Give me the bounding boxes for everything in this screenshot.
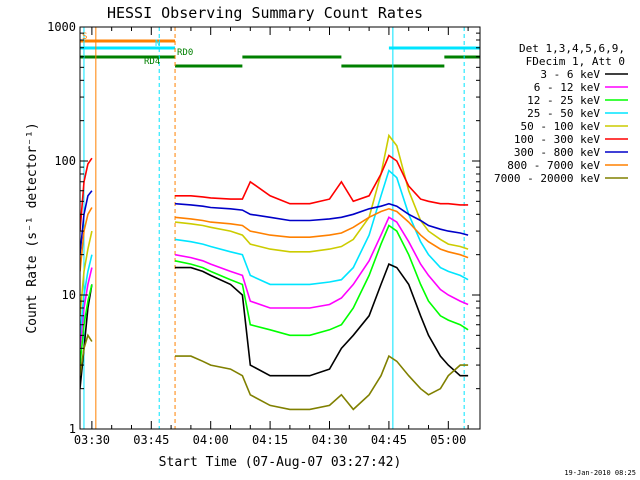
y-axis: 1 10 100 1000 <box>47 20 480 436</box>
series-line-7 <box>80 207 93 272</box>
series-line-4 <box>80 230 93 316</box>
flag-label-rd4: RD4 <box>144 57 160 67</box>
series-line-5 <box>175 154 469 206</box>
plot-area <box>80 27 480 429</box>
series-line-6 <box>80 190 93 255</box>
series-line-2 <box>174 224 469 337</box>
x-axis-label: Start Time (07-Aug-07 03:27:42) <box>159 455 402 470</box>
y-tick-label: 1000 <box>47 20 76 34</box>
legend-entry-label: 25 - 50 keV <box>527 107 600 120</box>
series-line-8 <box>80 333 93 376</box>
plot-frame <box>79 26 481 430</box>
y-tick-label: 1 <box>69 422 76 436</box>
x-axis: 03:30 03:45 04:00 04:15 04:30 04:45 05:00 <box>74 27 469 447</box>
series-line-1 <box>80 267 93 349</box>
x-tick-label: 05:00 <box>430 433 466 447</box>
series-line-1 <box>174 216 469 309</box>
legend-entry-label: 3 - 6 keV <box>540 68 600 81</box>
legend-header-line: Det 1,3,4,5,6,9, <box>519 42 625 55</box>
x-tick-label: 04:30 <box>311 433 347 447</box>
series-line-8 <box>175 354 469 411</box>
series-layer <box>80 133 469 411</box>
series-line-2 <box>80 284 93 366</box>
flag-labels: S N RD0 RD4 <box>82 32 193 67</box>
legend-entry-label: 7000 - 20000 keV <box>494 172 600 185</box>
x-tick-label: 04:45 <box>371 433 407 447</box>
flag-label-s: S <box>82 32 87 42</box>
series-line-7 <box>174 207 469 259</box>
x-tick-label: 03:45 <box>133 433 169 447</box>
legend-entry-label: 50 - 100 keV <box>521 120 601 133</box>
legend-entry-label: 300 - 800 keV <box>514 146 600 159</box>
series-line-0 <box>175 263 469 377</box>
legend-entry-label: 100 - 300 keV <box>514 133 600 146</box>
y-tick-label: 10 <box>62 288 76 302</box>
x-tick-label: 03:30 <box>74 433 110 447</box>
event-markers-layer <box>83 27 465 429</box>
x-tick-label: 04:15 <box>252 433 288 447</box>
legend-header-line: FDecim 1, Att 0 <box>526 55 625 68</box>
y-axis-label: Count Rate (s⁻¹ detector⁻¹) <box>25 122 40 333</box>
legend-entry-label: 12 - 25 keV <box>527 94 600 107</box>
render-timestamp: 19-Jan-2010 08:25 <box>564 469 636 477</box>
legend-entry-label: 800 - 7000 keV <box>507 159 600 172</box>
legend-entry-label: 6 - 12 keV <box>534 81 601 94</box>
series-line-3 <box>174 169 469 286</box>
y-tick-label: 100 <box>54 154 76 168</box>
x-tick-label: 04:00 <box>193 433 229 447</box>
flag-label-n: N <box>155 39 160 49</box>
chart-title: HESSI Observing Summary Count Rates <box>107 4 423 22</box>
legend: Det 1,3,4,5,6,9,FDecim 1, Att 03 - 6 keV… <box>494 42 628 185</box>
series-line-5 <box>80 157 93 232</box>
flag-label-rd0: RD0 <box>177 48 193 58</box>
series-line-3 <box>80 254 93 336</box>
series-line-0 <box>80 284 93 389</box>
series-line-6 <box>174 202 469 236</box>
series-line-4 <box>174 133 469 253</box>
